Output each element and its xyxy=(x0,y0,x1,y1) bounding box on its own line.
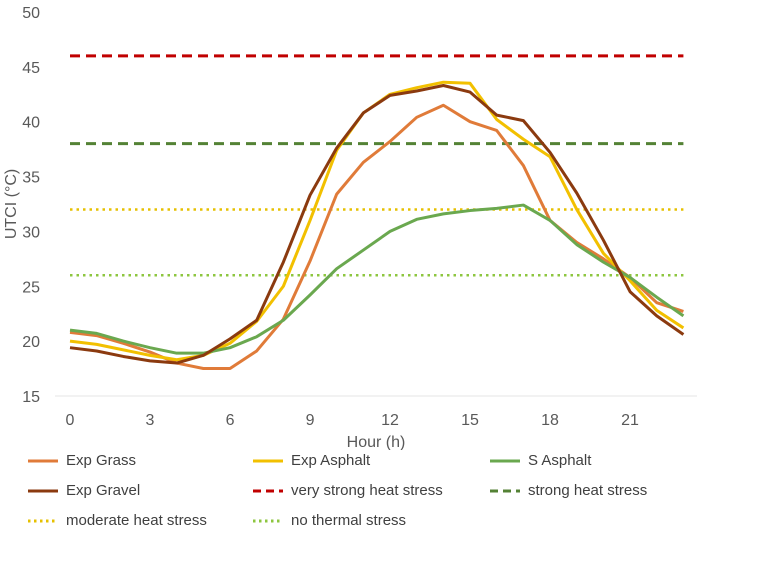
legend-label: S Asphalt xyxy=(528,452,592,469)
y-tick-label: 40 xyxy=(22,115,40,132)
x-axis-title: Hour (h) xyxy=(347,434,406,450)
legend-item: no thermal stress xyxy=(253,512,406,529)
y-tick-label: 30 xyxy=(22,224,40,241)
y-tick-label: 50 xyxy=(22,5,40,22)
plot-area: 15 20 25 30 35 40 45 50 0 3 6 9 12 15 18 21 Hour (h) UTCI… xyxy=(3,5,697,451)
legend-swatch xyxy=(28,519,58,522)
legend-swatch xyxy=(253,519,283,522)
x-tick-label: 9 xyxy=(306,412,315,429)
legend-label: Exp Grass xyxy=(66,452,137,469)
y-tick-label: 25 xyxy=(22,279,40,296)
legend-swatch xyxy=(490,489,520,492)
x-tick-label: 0 xyxy=(66,412,75,429)
x-tick-label: 12 xyxy=(381,412,399,429)
legend-item: very strong heat stress xyxy=(253,482,443,499)
legend-swatch xyxy=(253,489,283,492)
legend-label: no thermal stress xyxy=(291,512,407,529)
legend-label: strong heat stress xyxy=(528,482,648,499)
x-tick-label: 21 xyxy=(621,412,639,429)
x-tick-label: 18 xyxy=(541,412,559,429)
x-tick-label: 6 xyxy=(226,412,235,429)
legend-item: Exp Asphalt xyxy=(253,452,370,469)
legend-swatch xyxy=(28,489,58,492)
x-tick-label: 15 xyxy=(461,412,479,429)
legend-item: Exp Gravel xyxy=(28,482,140,499)
y-tick-label: 35 xyxy=(22,170,40,187)
y-tick-label: 20 xyxy=(22,334,40,351)
legend-label: moderate heat stress xyxy=(66,512,207,529)
legend-item: strong heat stress xyxy=(490,482,647,499)
legend-item: moderate heat stress xyxy=(28,512,207,529)
legend-item: S Asphalt xyxy=(490,452,591,469)
legend-swatch xyxy=(490,459,520,462)
y-tick-label: 15 xyxy=(22,389,40,406)
x-tick-label: 3 xyxy=(146,412,155,429)
legend-swatch xyxy=(253,459,283,462)
legend-label: Exp Gravel xyxy=(66,482,141,499)
y-tick-label: 45 xyxy=(22,60,40,77)
legend-label: very strong heat stress xyxy=(291,482,443,499)
y-axis-title: UTCI (°C) xyxy=(3,169,20,239)
legend-label: Exp Asphalt xyxy=(291,452,371,469)
series-line xyxy=(69,83,685,365)
legend-item: Exp Grass xyxy=(28,452,136,469)
series-line xyxy=(69,203,685,355)
legend-swatch xyxy=(28,459,58,462)
